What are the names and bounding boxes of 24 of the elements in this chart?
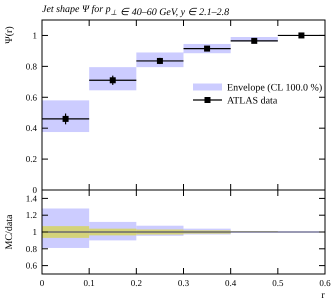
y-tick-label: 1 — [32, 30, 37, 40]
y-tick-label: 0.4 — [26, 123, 38, 134]
legend-label: ATLAS data — [227, 96, 278, 106]
y-tick-label: 0.8 — [26, 244, 38, 254]
x-tick-label: 0.3 — [178, 278, 190, 288]
x-tick-label: 0.5 — [272, 278, 284, 288]
y-tick-label: 0.6 — [26, 260, 38, 271]
y-tick-label: 0.2 — [26, 154, 37, 164]
y-tick-label: 1.4 — [26, 193, 38, 204]
y-tick-label: 0.6 — [26, 92, 38, 102]
y-tick-label: 1.2 — [26, 210, 37, 220]
y-axis-title: MC/data — [4, 214, 15, 250]
x-axis-title: r — [321, 290, 326, 301]
x-tick-label: 0.6 — [319, 278, 332, 288]
y-tick-label: 1 — [32, 227, 37, 237]
y-tick-label: 0 — [32, 185, 38, 195]
chart-title: Jet shape Ψ for p$_{⊥}$ ∈ 40–60 GeV, y ∈ 2.1–2.8 — [42, 4, 230, 18]
x-tick-label: 0.4 — [225, 278, 237, 288]
x-tick-label: 0.1 — [84, 278, 95, 288]
y-tick-label: 0.8 — [26, 61, 38, 72]
x-tick-label: 0 — [40, 278, 45, 288]
x-tick-label: 0.2 — [130, 278, 142, 288]
legend-label: Envelope (CL 100.0 %) — [227, 82, 322, 94]
y-axis-title: Ψ(r) — [4, 26, 15, 44]
